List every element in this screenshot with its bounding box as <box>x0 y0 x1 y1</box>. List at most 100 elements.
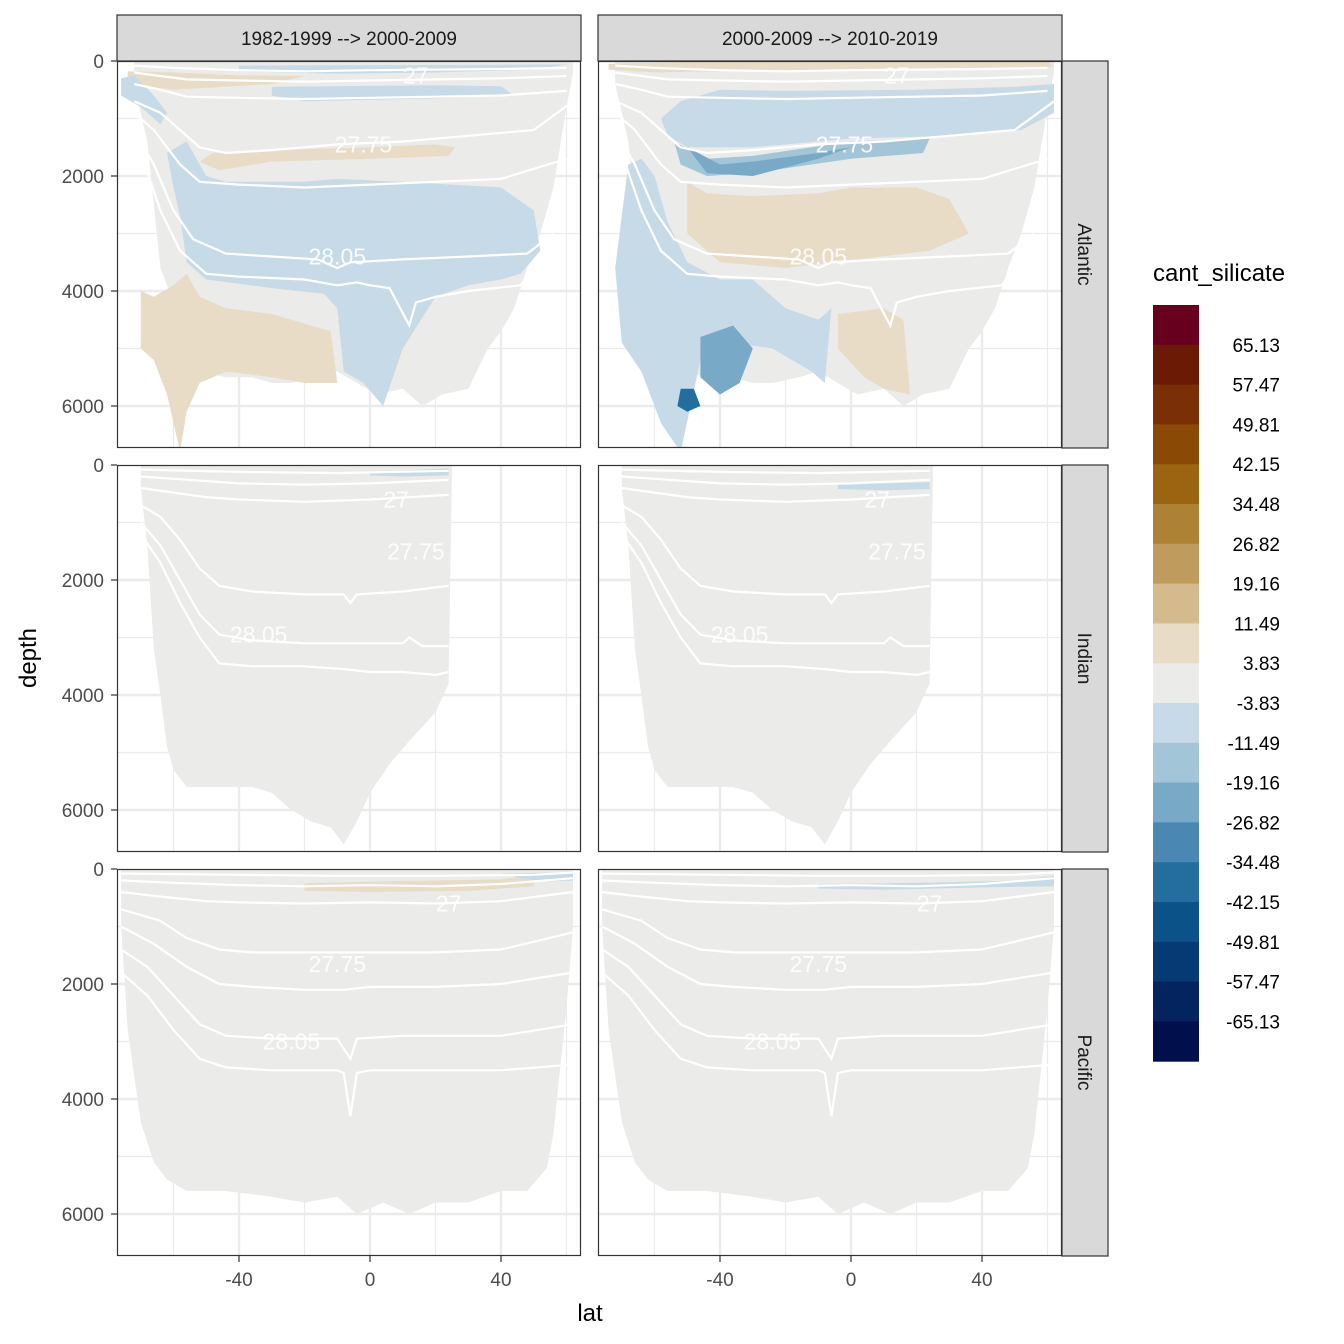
legend-label: 3.83 <box>1243 654 1280 675</box>
legend-label: 34.48 <box>1232 495 1280 516</box>
strip-column-2: 2000-2009 --> 2010-2019 <box>597 14 1063 62</box>
contour-label: 28.05 <box>230 622 288 648</box>
panels: 27.7528.052727.7528.052727.7528.052727.7… <box>116 60 1063 1257</box>
contour-label: 27.75 <box>816 131 874 157</box>
legend-title: cant_silicate <box>1153 260 1285 287</box>
contour-label: 28.05 <box>744 1029 802 1055</box>
contour-label: 27 <box>884 62 910 88</box>
legend-label: 42.15 <box>1232 455 1280 476</box>
isopycnal-contour <box>621 504 930 605</box>
isopycnal-contour <box>133 129 555 270</box>
strip-column-1: 1982-1999 --> 2000-2009 <box>116 14 582 62</box>
strip-column-label: 2000-2009 --> 2010-2019 <box>722 29 938 50</box>
x-axes: -40 0 40 -40 0 40 <box>225 1256 993 1291</box>
isopycnal-contour <box>615 64 1048 73</box>
isopycnal-contour <box>602 877 1055 888</box>
isopycnal-contour <box>120 890 574 905</box>
legend-keys: 65.13 57.47 49.81 42.15 34.48 26.82 19.16 11.49… <box>1153 305 1280 1062</box>
y-tick-label: 2000 <box>62 167 104 188</box>
contour-label: 27.75 <box>308 951 366 977</box>
anomaly-region <box>140 273 338 448</box>
anomaly-region <box>304 874 534 892</box>
contour-label: 27 <box>864 487 890 513</box>
legend-label: 57.47 <box>1232 376 1280 397</box>
isopycnal-contour <box>621 468 930 475</box>
contour-label: 27.75 <box>335 131 393 157</box>
isopycnal-contour <box>139 152 548 329</box>
x-tick-label: 40 <box>971 1270 992 1291</box>
isopycnal-contour <box>121 877 574 888</box>
y-tick-label: 6000 <box>62 1205 104 1226</box>
contour-label: 27 <box>383 487 409 513</box>
legend-label: 11.49 <box>1234 614 1280 635</box>
legend-label: -19.16 <box>1226 774 1280 795</box>
isopycnal-contour <box>601 925 1055 991</box>
panel-border <box>116 464 582 853</box>
panel-border <box>116 868 582 1257</box>
ocean-section <box>602 869 1054 1214</box>
anomaly-region <box>661 84 1054 148</box>
isopycnal-contour <box>620 521 930 648</box>
x-tick-label: 0 <box>846 1270 857 1291</box>
isopycnal-contour <box>602 871 1055 877</box>
legend-label: -26.82 <box>1226 813 1280 834</box>
isopycnal-contour <box>121 871 574 877</box>
legend-key <box>1153 822 1199 863</box>
isopycnal-contour <box>614 129 1036 270</box>
isopycnal-contour <box>614 111 1048 189</box>
legend-label: 26.82 <box>1232 535 1280 556</box>
x-tick-label: -40 <box>706 1270 733 1291</box>
strip-column-label: 1982-1999 --> 2000-2009 <box>241 29 457 50</box>
isopycnal-contour <box>615 71 1048 83</box>
ocean-section <box>121 869 573 1214</box>
y-tick-label: 0 <box>93 52 104 73</box>
isopycnal-contour <box>601 948 1055 1062</box>
legend-label: -49.81 <box>1226 933 1280 954</box>
y-tick-label: 2000 <box>62 975 104 996</box>
legend-key <box>1153 742 1199 784</box>
y-axes: 0 2000 4000 6000 0 2000 4000 6000 0 2000 4000 6000 <box>62 52 117 1226</box>
isopycnal-contour <box>601 890 1055 905</box>
ocean-section <box>140 465 452 845</box>
legend-label: -65.13 <box>1226 1012 1280 1033</box>
y-tick-label: 4000 <box>62 686 104 707</box>
legend-label: 65.13 <box>1232 336 1280 357</box>
anomaly-region <box>687 147 851 176</box>
legend-label: -3.83 <box>1237 694 1280 715</box>
legend-label: -57.47 <box>1226 973 1280 994</box>
isopycnal-contour <box>133 100 574 155</box>
isopycnal-contour <box>620 533 930 677</box>
strip-row-label: Indian <box>1073 633 1094 685</box>
strip-row-indian: Indian <box>1061 464 1109 853</box>
legend-key <box>1153 1021 1199 1062</box>
contour-label: 27 <box>436 891 462 917</box>
isopycnal-contour <box>140 486 449 503</box>
legend-label: 19.16 <box>1232 575 1280 596</box>
legend-key <box>1153 384 1199 425</box>
legend-key <box>1153 543 1199 585</box>
isopycnal-contour <box>620 152 1029 329</box>
strip-row-label: Pacific <box>1073 1035 1094 1091</box>
contour-label: 28.05 <box>711 622 769 648</box>
isopycnal-contour <box>601 971 1055 1117</box>
legend-label: -42.15 <box>1226 893 1280 914</box>
anomaly-region <box>167 141 541 406</box>
panel-pacific-1: 27.75 28.05 27 <box>116 868 582 1257</box>
x-tick-label: 0 <box>365 1270 376 1291</box>
panel-atlantic-2: 27.75 28.05 27 <box>597 60 1063 449</box>
isopycnal-contour <box>140 475 449 486</box>
y-tick-label: 4000 <box>62 282 104 303</box>
isopycnal-contour <box>139 533 449 677</box>
isopycnal-contour <box>134 64 567 73</box>
isopycnal-contour <box>120 971 574 1117</box>
x-axis-title: lat <box>577 1300 603 1327</box>
anomaly-region <box>700 325 753 395</box>
legend-key <box>1153 424 1199 465</box>
anomaly-region <box>837 482 930 491</box>
ocean-section <box>621 465 933 845</box>
anomaly-region <box>837 308 910 395</box>
contour-label: 27.75 <box>868 538 926 564</box>
x-tick-label: 40 <box>490 1270 511 1291</box>
panel-indian-1: 27.75 28.05 27 <box>116 464 582 853</box>
